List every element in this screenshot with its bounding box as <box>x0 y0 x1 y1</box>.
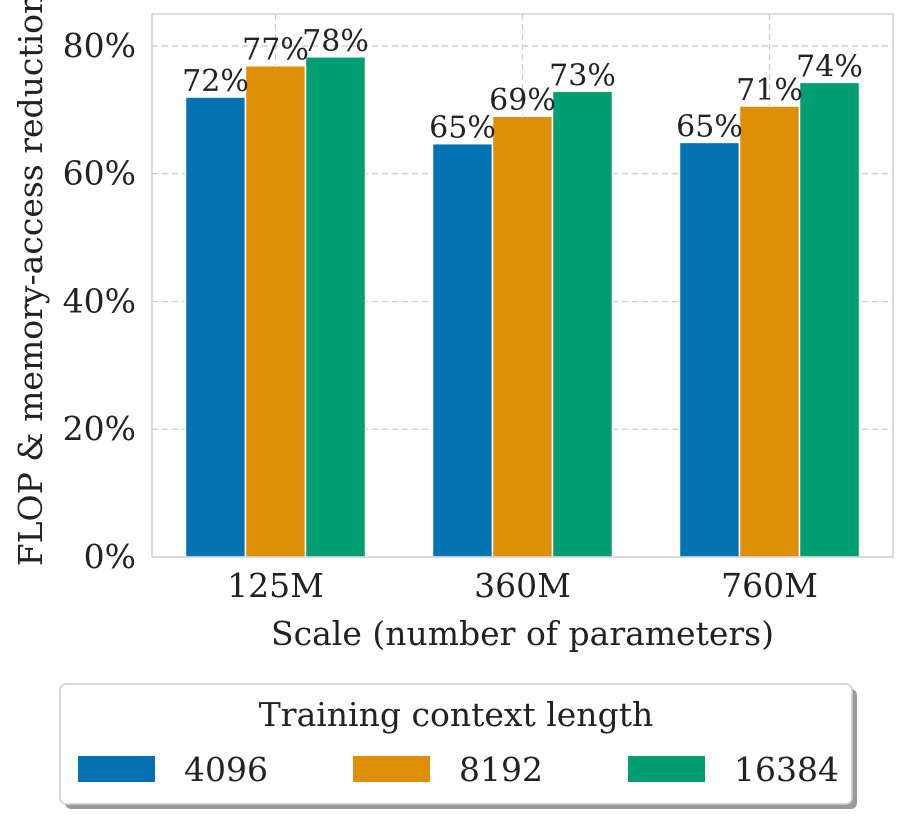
y-axis-label: FLOP & memory-access reduction <box>11 0 50 566</box>
x-axis-label: Scale (number of parameters) <box>271 614 774 653</box>
data-label: 65% <box>676 109 743 144</box>
data-label: 78% <box>302 24 369 59</box>
legend-label-4096: 4096 <box>184 750 268 789</box>
x-tick-label: 360M <box>474 566 571 605</box>
bar-16384-125M <box>304 56 367 558</box>
legend: Training context length 4096 8192 16384 <box>59 683 857 809</box>
bar-4096-760M <box>678 141 741 558</box>
bars-layer <box>184 56 861 558</box>
bar-8192-360M <box>491 115 554 558</box>
legend-label-8192: 8192 <box>459 750 543 789</box>
y-tick-label: 0% <box>84 537 136 576</box>
x-tick-label: 760M <box>721 566 818 605</box>
data-label: 72% <box>182 64 249 99</box>
bar-16384-760M <box>798 81 861 558</box>
data-label: 71% <box>736 73 803 108</box>
data-labels-layer: 72%77%78%65%69%73%65%71%74% <box>182 24 863 146</box>
x-tick-label: 125M <box>227 566 324 605</box>
y-tick-label: 60% <box>63 154 136 193</box>
legend-swatch-16384 <box>628 756 705 782</box>
bar-4096-360M <box>431 142 494 558</box>
data-label: 74% <box>796 49 863 84</box>
data-label: 65% <box>429 111 496 146</box>
legend-swatch-8192 <box>353 756 430 782</box>
legend-swatch-4096 <box>78 756 155 782</box>
y-tick-label: 20% <box>63 409 136 448</box>
bar-8192-125M <box>244 64 307 558</box>
bar-4096-125M <box>184 96 247 558</box>
data-label: 73% <box>549 58 616 93</box>
ticks-layer: 0% 20% 40% 60% 80% 125M 360M 760M <box>63 26 818 605</box>
y-tick-label: 40% <box>63 281 136 320</box>
bar-16384-360M <box>551 90 614 558</box>
data-label: 69% <box>489 83 556 118</box>
legend-title: Training context length <box>259 695 653 734</box>
bar-8192-760M <box>738 105 801 558</box>
data-label: 77% <box>242 33 309 68</box>
plot-frame <box>151 13 894 558</box>
legend-entries: 4096 8192 16384 <box>78 750 839 789</box>
legend-label-16384: 16384 <box>734 750 839 789</box>
y-tick-label: 80% <box>63 26 136 65</box>
